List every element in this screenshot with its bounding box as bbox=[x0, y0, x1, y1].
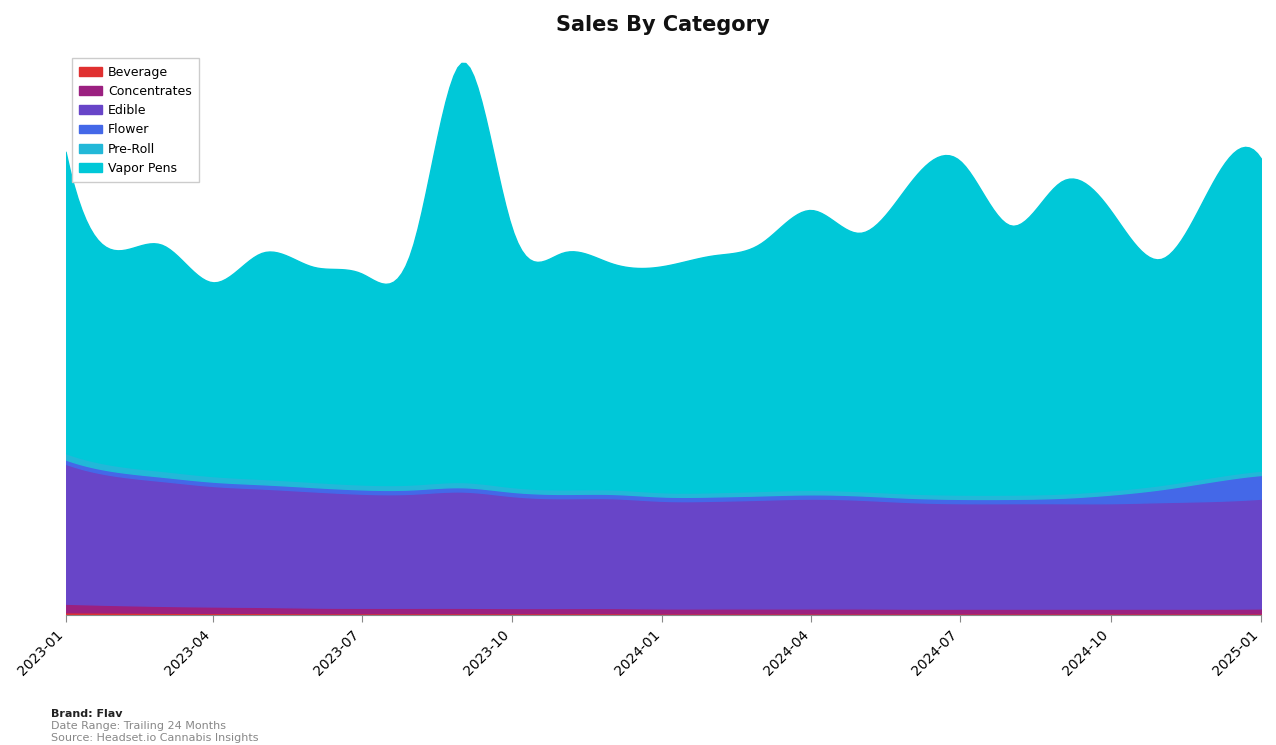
Legend: Beverage, Concentrates, Edible, Flower, Pre-Roll, Vapor Pens: Beverage, Concentrates, Edible, Flower, … bbox=[71, 58, 199, 183]
Text: Brand: Flav: Brand: Flav bbox=[51, 708, 122, 719]
Text: Source: Headset.io Cannabis Insights: Source: Headset.io Cannabis Insights bbox=[51, 732, 259, 743]
Title: Sales By Category: Sales By Category bbox=[556, 15, 771, 35]
Text: Date Range: Trailing 24 Months: Date Range: Trailing 24 Months bbox=[51, 720, 226, 731]
